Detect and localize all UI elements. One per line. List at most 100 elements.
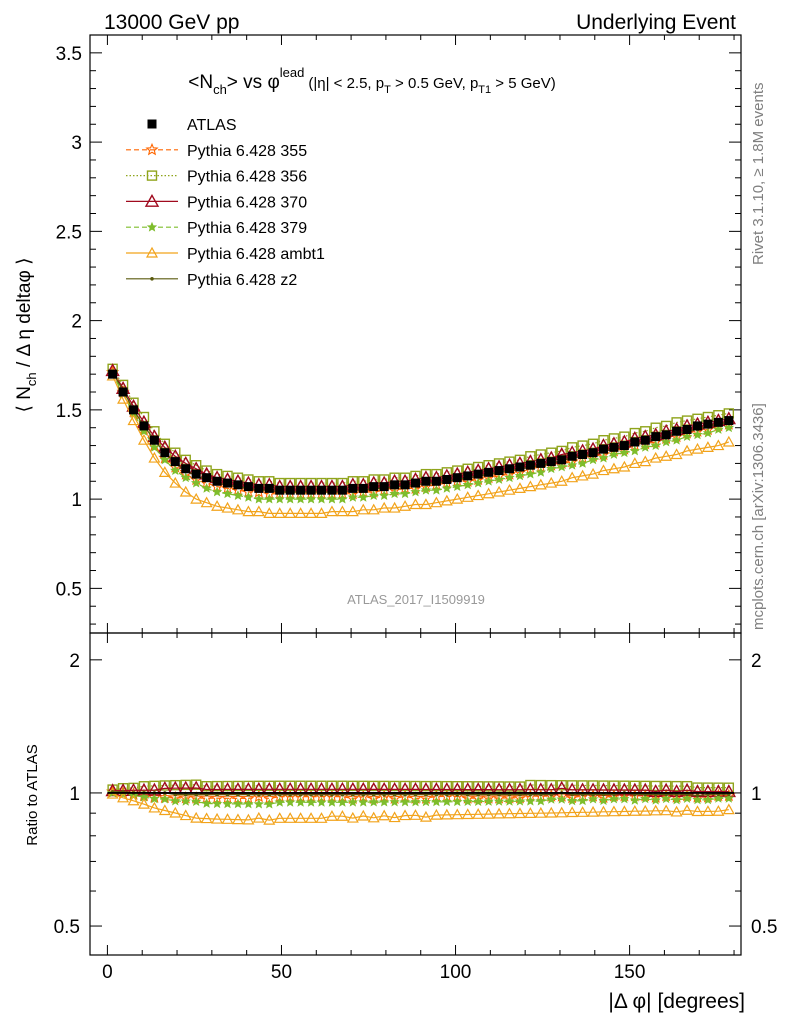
series-atlas bbox=[108, 369, 734, 495]
data-point bbox=[692, 429, 703, 440]
ratio-point bbox=[619, 793, 630, 804]
data-point bbox=[567, 451, 577, 461]
ratio-point bbox=[105, 783, 120, 797]
y-tick-label: 0.5 bbox=[56, 579, 82, 600]
data-point bbox=[211, 500, 224, 511]
ratio-point bbox=[137, 797, 150, 809]
ratio-point bbox=[264, 798, 275, 809]
ratio-point bbox=[305, 796, 317, 807]
rivet-version-label: Rivet 3.1.10, ≥ 1.8M events bbox=[750, 83, 767, 266]
ratio-point bbox=[337, 796, 348, 807]
data-point bbox=[284, 507, 297, 519]
data-point bbox=[200, 496, 213, 508]
ratio-point bbox=[513, 807, 526, 819]
ratio-point bbox=[420, 796, 432, 807]
ratio-point bbox=[483, 781, 494, 792]
data-point bbox=[619, 441, 629, 451]
ratio-point bbox=[201, 798, 212, 808]
y-tick-label: 3.5 bbox=[56, 44, 82, 65]
ratio-point bbox=[691, 805, 704, 817]
data-point bbox=[607, 462, 620, 474]
data-point bbox=[566, 471, 579, 483]
data-point bbox=[431, 476, 441, 486]
ratio-point bbox=[650, 780, 661, 792]
ratio-point bbox=[503, 807, 516, 819]
ratio-point bbox=[357, 809, 370, 821]
legend-label: Pythia 6.428 355 bbox=[187, 143, 307, 160]
data-point bbox=[504, 472, 515, 483]
ratio-point bbox=[493, 807, 506, 819]
data-point bbox=[411, 478, 420, 488]
ratio-point bbox=[472, 808, 485, 819]
data-point bbox=[441, 482, 453, 493]
ratio-point bbox=[190, 779, 202, 790]
data-point bbox=[670, 448, 683, 460]
ratio-point bbox=[482, 807, 495, 819]
data-point bbox=[484, 467, 494, 477]
ratio-point bbox=[483, 796, 494, 806]
legend-marker bbox=[146, 170, 158, 181]
data-point bbox=[358, 491, 369, 502]
data-point bbox=[650, 440, 661, 450]
ratio-plot-panel: 0.5 0.5 1 1 2 2 bbox=[54, 632, 777, 956]
main-plot-panel: 0.5 1 1.5 2 2.5 3 3.5 bbox=[56, 34, 742, 634]
ratio-point bbox=[243, 780, 254, 792]
ratio-point bbox=[608, 793, 620, 804]
data-point bbox=[108, 369, 118, 379]
ratio-point bbox=[670, 805, 683, 817]
data-point bbox=[379, 482, 389, 492]
ratio-point bbox=[597, 805, 610, 817]
ratio-point bbox=[337, 780, 348, 791]
data-point bbox=[651, 432, 661, 442]
data-point bbox=[597, 464, 610, 476]
ratio-point bbox=[252, 811, 265, 823]
data-point bbox=[223, 478, 233, 488]
data-point bbox=[202, 473, 212, 483]
data-point bbox=[285, 493, 296, 504]
data-point bbox=[483, 475, 494, 486]
ratio-point bbox=[514, 781, 526, 792]
data-point bbox=[503, 483, 516, 495]
legend-marker bbox=[144, 193, 160, 207]
ratio-point bbox=[535, 795, 546, 806]
ratio-point bbox=[566, 806, 579, 818]
data-point bbox=[640, 441, 651, 452]
data-point bbox=[639, 455, 652, 467]
ratio-y-tick-label-right: 0.5 bbox=[751, 917, 777, 938]
data-point bbox=[628, 457, 641, 469]
ratio-point bbox=[231, 813, 244, 825]
legend-marker bbox=[145, 142, 159, 156]
ratio-point bbox=[399, 780, 411, 792]
ratio-point bbox=[284, 780, 296, 791]
data-point bbox=[316, 493, 327, 504]
ratio-series-line bbox=[112, 791, 729, 800]
data-point bbox=[493, 485, 506, 497]
ratio-point bbox=[117, 791, 130, 803]
data-point bbox=[327, 485, 337, 495]
ratio-point bbox=[127, 794, 140, 806]
data-point bbox=[640, 435, 650, 445]
data-point bbox=[660, 436, 672, 447]
legend-label: Pythia 6.428 z2 bbox=[187, 272, 297, 289]
ratio-point bbox=[222, 780, 233, 792]
data-point bbox=[254, 483, 264, 493]
data-point bbox=[703, 419, 713, 429]
data-point bbox=[463, 471, 473, 481]
ratio-point bbox=[493, 795, 505, 806]
data-point bbox=[358, 483, 368, 493]
ratio-point bbox=[587, 805, 600, 817]
ratio-point bbox=[371, 792, 376, 797]
data-point bbox=[242, 505, 255, 517]
x-axis-label: |Δ φ| [degrees] bbox=[608, 990, 745, 1013]
data-point bbox=[294, 507, 307, 519]
legend-entry-atlas: ATLAS bbox=[147, 117, 237, 134]
data-point bbox=[399, 488, 411, 499]
ratio-point bbox=[441, 780, 453, 792]
series-pythia-6-428-356 bbox=[107, 363, 735, 489]
ratio-point bbox=[179, 809, 192, 821]
legend-entry-pythia-6-428-356: Pythia 6.428 356 bbox=[126, 169, 307, 186]
legend-marker bbox=[147, 119, 157, 129]
ratio-point bbox=[309, 792, 313, 797]
ratio-point bbox=[702, 794, 714, 805]
